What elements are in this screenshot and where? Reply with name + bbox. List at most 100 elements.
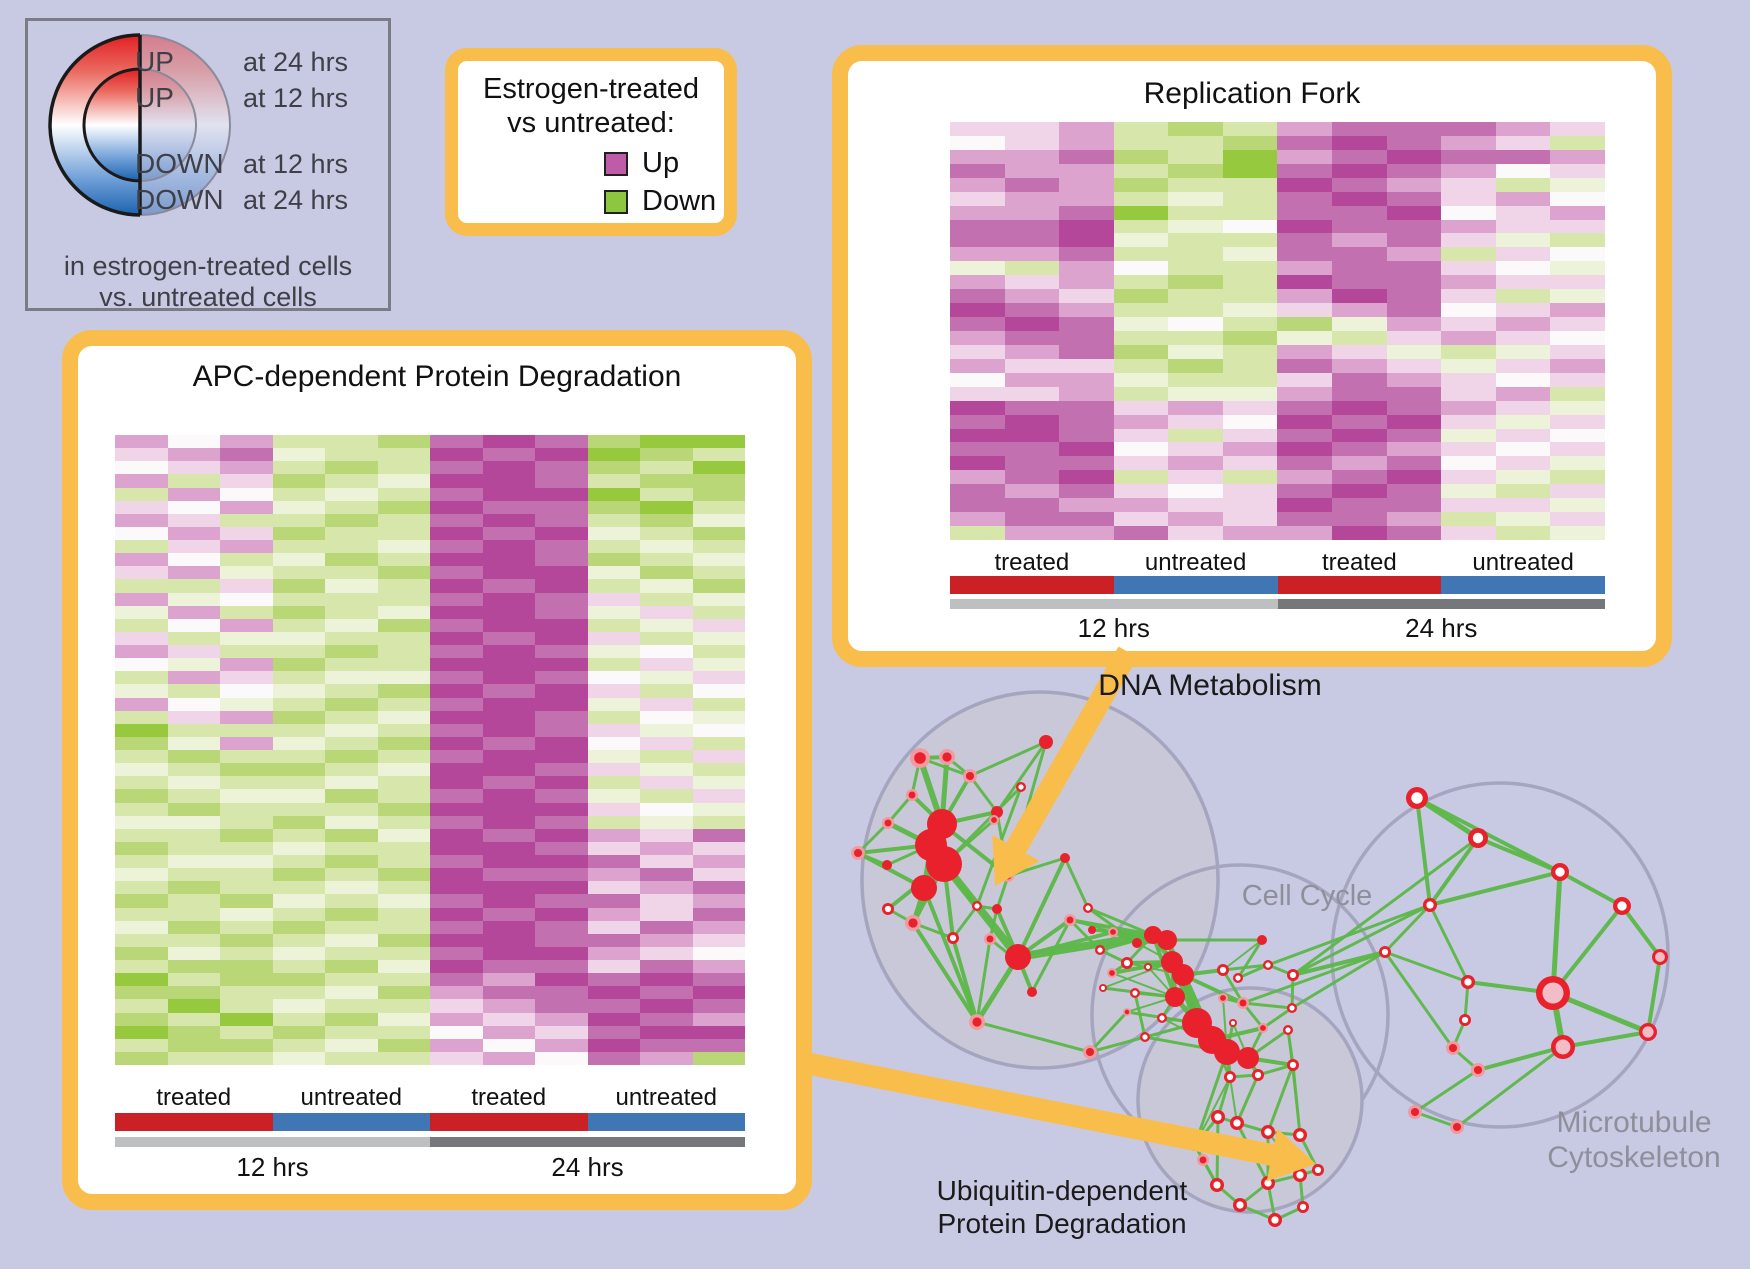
heatmap-cell <box>587 631 640 645</box>
heatmap-cell <box>1113 149 1169 164</box>
heatmap-cell <box>377 1025 430 1039</box>
heatmap-cell <box>692 671 745 685</box>
heatmap-cell <box>430 933 483 947</box>
heatmap-cell <box>1277 358 1333 373</box>
network-edge <box>1169 961 1200 1024</box>
heatmap-cell <box>535 946 588 960</box>
heatmap-cell <box>430 841 483 855</box>
gene-node-core-u14 <box>1199 1156 1207 1164</box>
heatmap-cell <box>377 868 430 882</box>
heatmap-cell <box>377 960 430 974</box>
heatmap-cell <box>1004 526 1060 540</box>
gene-node-core-m7 <box>1411 792 1423 804</box>
heatmap-cell <box>1168 177 1223 192</box>
heatmap-cell <box>692 933 745 947</box>
heatmap-cell <box>482 631 535 645</box>
heatmap-cell <box>950 191 1005 206</box>
heatmap-cell <box>220 802 273 816</box>
heatmap-cell <box>1441 456 1496 471</box>
heatmap-cell <box>220 776 273 790</box>
heatmap-cell <box>692 461 745 475</box>
heatmap-cell <box>272 736 325 750</box>
heatmap-cell <box>482 920 535 934</box>
network-edge <box>1161 1016 1198 1025</box>
gene-node-u3 <box>1293 1128 1307 1142</box>
group-label: treated <box>994 549 1070 576</box>
heatmap-cell <box>1113 177 1169 192</box>
network-edge <box>1237 963 1269 980</box>
network-edge <box>1088 1010 1129 1054</box>
heatmap-cell <box>272 645 325 659</box>
heatmap-cell <box>640 723 693 737</box>
network-edge <box>1111 972 1176 998</box>
heatmap-cell <box>1004 512 1060 527</box>
gene-node-u13 <box>1287 1059 1299 1071</box>
network-edge <box>1235 1074 1260 1124</box>
heatmap-cell <box>1059 484 1114 499</box>
updown-gradient-rings-icon <box>48 33 231 217</box>
heatmap-cell <box>325 1051 378 1065</box>
heatmap-cell <box>692 553 745 567</box>
heatmap-cell <box>1004 135 1060 150</box>
apc-time-bar <box>115 1137 745 1147</box>
gene-node-core-m14 <box>1410 1107 1420 1117</box>
heatmap-cell <box>535 579 588 593</box>
gene-node-c24 <box>1237 997 1249 1009</box>
heatmap-cell <box>640 553 693 567</box>
heatmap-cell <box>1550 317 1605 331</box>
heatmap-cell <box>272 973 325 987</box>
heatmap-cell <box>220 841 273 855</box>
heatmap-cell <box>1113 484 1169 499</box>
replication-fork-time-bar <box>950 599 1605 609</box>
gene-node-c13 <box>1165 987 1185 1007</box>
network-edge <box>1144 1035 1228 1054</box>
heatmap-cell <box>1222 358 1278 373</box>
heatmap-cell <box>535 999 588 1013</box>
gene-node-core-d25 <box>991 817 997 823</box>
gene-node-core-c23 <box>1220 995 1226 1001</box>
cluster-label-cell-cycle: Cell Cycle <box>1242 880 1373 912</box>
network-edge <box>1290 974 1295 1009</box>
heatmap-cell <box>325 789 378 803</box>
heatmap-cell <box>535 435 588 449</box>
network-edge <box>1298 1174 1305 1208</box>
heatmap-cell <box>587 658 640 672</box>
heatmap-cell <box>220 592 273 606</box>
replication-fork-time-labels: 12 hrs 24 hrs <box>950 613 1605 644</box>
heatmap-cell <box>692 763 745 777</box>
network-edge <box>976 1020 1091 1054</box>
heatmap-cell <box>482 540 535 554</box>
heatmap-cell <box>167 1038 220 1052</box>
heatmap-cell <box>692 881 745 895</box>
heatmap-cell <box>587 776 640 790</box>
heatmap-cell <box>1059 512 1114 527</box>
heatmap-cell <box>430 684 483 698</box>
heatmap-cell <box>1277 331 1333 345</box>
heatmap-cell <box>1222 261 1278 276</box>
heatmap-cell <box>1332 344 1387 359</box>
heatmap-cell <box>482 933 535 947</box>
heatmap-cell <box>430 750 483 764</box>
heatmap-cell <box>272 960 325 974</box>
heatmap-cell <box>1168 261 1223 276</box>
network-edge <box>1193 1144 1205 1161</box>
heatmap-cell <box>115 566 168 580</box>
heatmap-cell <box>1004 442 1060 457</box>
heatmap-cell <box>430 960 483 974</box>
heatmap-cell <box>272 1051 325 1065</box>
heatmap-cell <box>167 487 220 501</box>
heatmap-cell <box>167 1012 220 1026</box>
heatmap-cell <box>1222 219 1278 234</box>
heatmap-cell <box>1332 400 1387 415</box>
heatmap-cell <box>115 907 168 921</box>
untreated-bar-segment <box>1441 576 1605 594</box>
heatmap-cell <box>1113 386 1169 401</box>
heatmap-cell <box>167 789 220 803</box>
network-edge <box>1236 939 1264 979</box>
heatmap-cell <box>1386 261 1442 276</box>
heatmap-cell <box>325 540 378 554</box>
gene-node-d13 <box>905 915 921 931</box>
network-edge <box>1247 1056 1294 1067</box>
heatmap-cell <box>430 894 483 908</box>
gene-node-d18 <box>984 933 996 945</box>
